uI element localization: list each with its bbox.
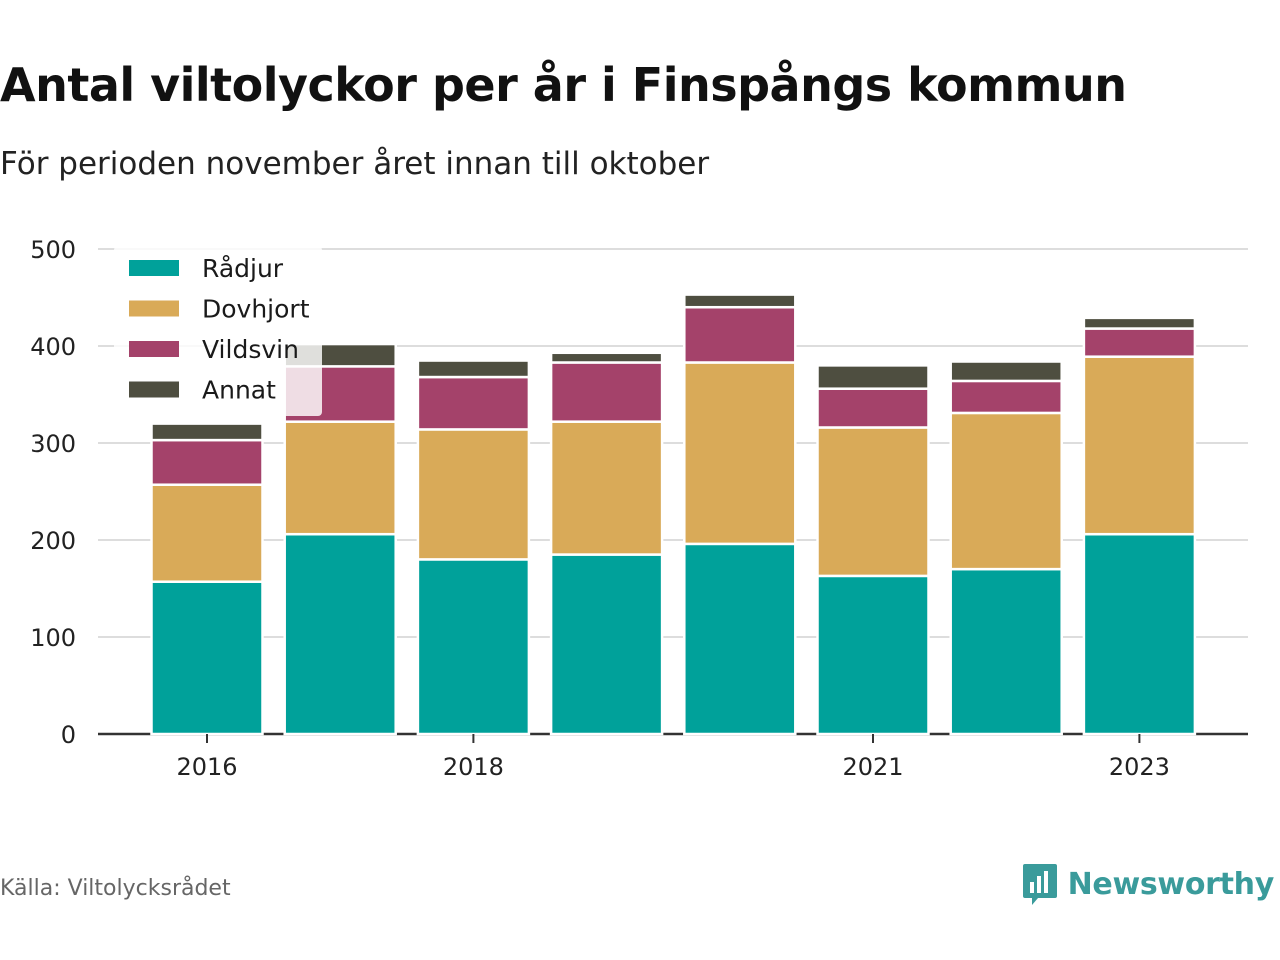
chart-subtitle: För perioden november året innan till ok… bbox=[0, 146, 710, 182]
y-tick-label: 500 bbox=[30, 236, 76, 264]
x-tick-label: 2018 bbox=[443, 753, 504, 781]
chart-title: Antal viltolyckor per år i Finspångs kom… bbox=[0, 58, 1127, 112]
x-tick-label: 2021 bbox=[842, 753, 903, 781]
bar-segment-vildsvin bbox=[683, 305, 797, 364]
x-axis-ticks: 2016 2018 2021 2023 bbox=[176, 734, 1170, 781]
y-tick-label: 400 bbox=[30, 333, 76, 361]
legend-label: Annat bbox=[202, 376, 276, 405]
legend-item-vildsvin: Vildsvin bbox=[129, 335, 299, 364]
bar-segment-vildsvin bbox=[816, 387, 930, 429]
legend-item-dovhjort: Dovhjort bbox=[129, 295, 310, 324]
bar-segment-rådjur bbox=[549, 553, 664, 736]
legend-swatch bbox=[129, 260, 179, 276]
bar-segment-dovhjort bbox=[683, 361, 797, 546]
brand-name: Newsworthy bbox=[1067, 866, 1275, 902]
legend-swatch bbox=[129, 381, 179, 398]
legend: Rådjur Dovhjort Vildsvin Annat bbox=[114, 246, 322, 416]
bar-segment-rådjur bbox=[1082, 532, 1197, 736]
x-tick-label: 2023 bbox=[1109, 753, 1170, 781]
bar-segment-rådjur bbox=[283, 532, 397, 736]
legend-item-annat: Annat bbox=[129, 376, 276, 405]
y-axis-ticks: 0 100 200 300 400 500 bbox=[30, 236, 76, 749]
bar-segment-dovhjort bbox=[283, 420, 397, 536]
bar-segment-vildsvin bbox=[150, 438, 264, 486]
x-tick-label: 2016 bbox=[176, 753, 237, 781]
bar-segment-dovhjort bbox=[816, 426, 930, 578]
stacked-bar-chart: 0 100 200 300 400 500 2016 2018 2021 2023 Rådjur… bbox=[30, 236, 1248, 781]
bar-segment-rådjur bbox=[150, 580, 264, 736]
bar-segment-annat bbox=[683, 293, 797, 309]
legend-swatch bbox=[129, 341, 179, 357]
bar-segment-vildsvin bbox=[949, 379, 1063, 415]
bar-stack-2017 bbox=[283, 342, 397, 736]
legend-label: Dovhjort bbox=[202, 295, 310, 324]
legend-label: Rådjur bbox=[202, 254, 284, 283]
legend-box bbox=[114, 246, 322, 416]
bar-segment-dovhjort bbox=[150, 483, 264, 583]
y-tick-label: 200 bbox=[30, 527, 76, 555]
bar-stack-2022 bbox=[949, 360, 1063, 736]
y-tick-label: 0 bbox=[61, 721, 76, 749]
bar-segment-annat bbox=[949, 360, 1063, 383]
bar-segment-dovhjort bbox=[549, 420, 664, 556]
bar-stack-2023 bbox=[1082, 316, 1197, 736]
bar-segment-annat bbox=[1082, 316, 1197, 330]
bar-stack-2019 bbox=[549, 351, 664, 736]
bar-stack-2020 bbox=[683, 293, 797, 736]
bar-segment-annat bbox=[150, 422, 264, 442]
legend-swatch bbox=[129, 300, 179, 317]
bar-segment-annat bbox=[549, 351, 664, 364]
y-tick-label: 300 bbox=[30, 430, 76, 458]
source-note: Källa: Viltolycksrådet bbox=[0, 876, 231, 901]
bar-segment-annat bbox=[816, 364, 930, 390]
legend-label: Vildsvin bbox=[202, 335, 299, 364]
bar-segment-vildsvin bbox=[416, 375, 531, 431]
bar-stack-2016 bbox=[150, 422, 264, 736]
bars bbox=[150, 293, 1197, 736]
bar-segment-dovhjort bbox=[416, 428, 531, 561]
newsworthy-logo-icon bbox=[1022, 864, 1057, 905]
bar-segment-vildsvin bbox=[1082, 327, 1197, 358]
bar-segment-rådjur bbox=[816, 574, 930, 736]
legend-item-rådjur: Rådjur bbox=[129, 254, 284, 283]
brand: Newsworthy bbox=[1022, 862, 1274, 906]
bar-segment-annat bbox=[416, 359, 531, 379]
bar-segment-vildsvin bbox=[549, 361, 664, 423]
bar-segment-rådjur bbox=[949, 567, 1063, 736]
bar-segment-rådjur bbox=[683, 542, 797, 736]
bar-segment-dovhjort bbox=[1082, 355, 1197, 536]
bar-segment-rådjur bbox=[416, 558, 531, 736]
y-tick-label: 100 bbox=[30, 624, 76, 652]
bar-stack-2021 bbox=[816, 364, 930, 736]
bar-segment-dovhjort bbox=[949, 411, 1063, 571]
bar-stack-2018 bbox=[416, 359, 531, 736]
